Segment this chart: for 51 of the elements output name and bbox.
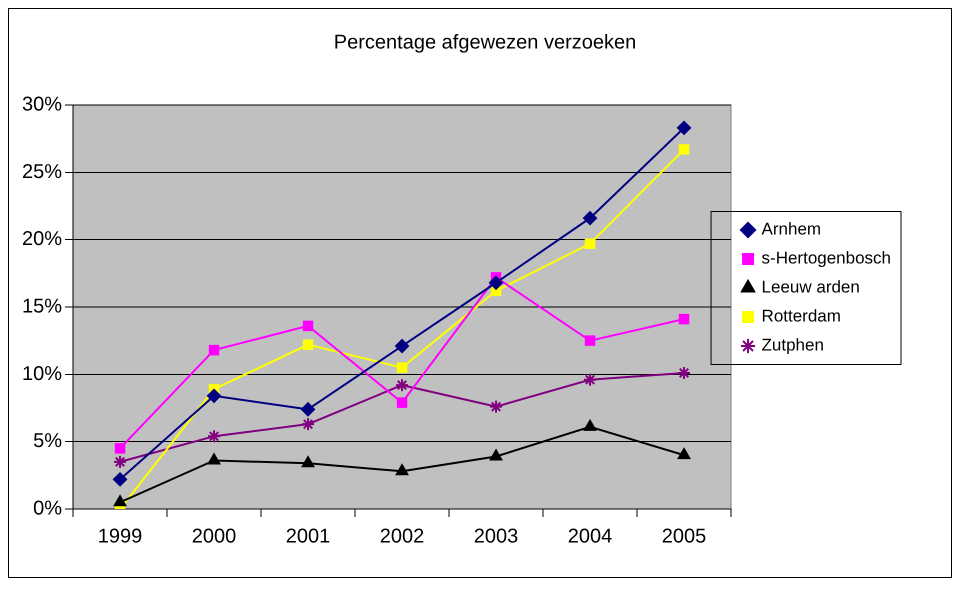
point (207, 429, 222, 444)
y-tick-label: 10% (22, 362, 62, 385)
legend-label: Arnhem (762, 220, 822, 239)
point (207, 388, 222, 403)
point (489, 276, 504, 290)
y-tick-label: 20% (22, 228, 62, 250)
point (583, 211, 598, 226)
point (208, 344, 220, 356)
point (490, 449, 502, 460)
point (584, 335, 596, 346)
x-tick-label: 2000 (192, 526, 236, 548)
x-tick-label: 2002 (380, 526, 424, 548)
point (677, 366, 692, 380)
point (302, 339, 314, 350)
point (678, 448, 690, 460)
point (113, 454, 128, 469)
point (395, 378, 410, 392)
point (678, 314, 690, 324)
point (396, 397, 408, 408)
point (396, 464, 408, 476)
point (113, 472, 128, 486)
point (584, 238, 596, 249)
point (301, 417, 316, 432)
x-tick-label: 2001 (286, 526, 330, 548)
point (208, 454, 220, 465)
point (114, 443, 126, 454)
point (395, 339, 410, 354)
y-tick-label: 25% (22, 160, 62, 183)
point (114, 495, 126, 506)
y-tick-label: 15% (22, 296, 62, 318)
legend-label: Leeuw arden (762, 278, 860, 297)
point (583, 372, 598, 387)
point (302, 456, 314, 468)
point (301, 402, 316, 416)
x-tick-label: 2004 (568, 526, 612, 548)
y-tick-label: 30% (22, 94, 62, 116)
point (677, 120, 692, 135)
legend-label: Zutphen (762, 336, 824, 355)
legend-label: Rotterdam (762, 306, 841, 326)
point (678, 144, 690, 155)
x-tick-label: 2003 (474, 526, 518, 548)
legend-label: s-Hertogenbosch (762, 248, 892, 268)
point (302, 320, 314, 332)
y-tick-label: 0% (33, 498, 62, 520)
point (584, 420, 596, 431)
point (396, 362, 408, 373)
y-tick-label: 5% (33, 430, 62, 452)
chart-title: Percentage afgewezen verzoeken (334, 32, 636, 54)
point (489, 400, 504, 414)
x-tick-label: 1999 (98, 526, 142, 548)
x-tick-label: 2005 (662, 526, 706, 548)
